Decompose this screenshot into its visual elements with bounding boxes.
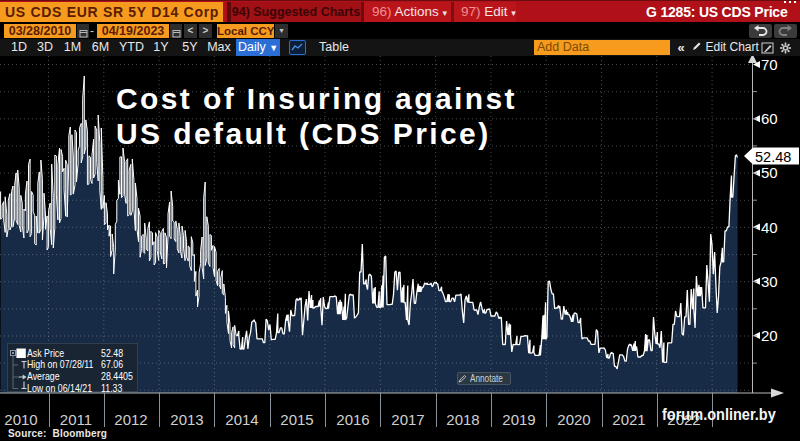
svg-text:52.48: 52.48: [755, 149, 791, 165]
